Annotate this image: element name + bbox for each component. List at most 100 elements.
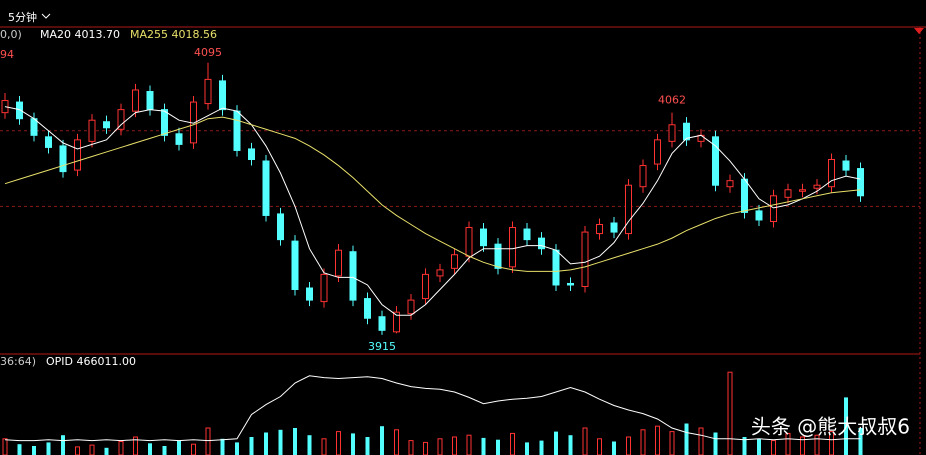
candle-body xyxy=(277,213,284,241)
volume-bar xyxy=(307,435,312,455)
volume-bar xyxy=(800,436,805,455)
candle-body xyxy=(335,249,342,277)
candle-body xyxy=(741,178,748,213)
watermark: 头条 @熊大叔叔6 xyxy=(751,415,910,439)
candle-body xyxy=(378,316,386,331)
high-label: 4062 xyxy=(658,94,686,107)
candle-body xyxy=(306,287,313,301)
candle-body xyxy=(451,254,458,269)
volume-bar xyxy=(321,438,327,455)
edge-label: 94 xyxy=(0,48,14,61)
candle-body xyxy=(88,119,96,142)
lower-header: 36:64) xyxy=(0,355,36,368)
candle-body xyxy=(1,100,9,114)
volume-bar xyxy=(365,437,370,455)
candle-body xyxy=(349,251,357,301)
candle-body xyxy=(494,243,502,269)
candle-body xyxy=(784,189,792,198)
volume-bar xyxy=(640,429,646,455)
volume-bar xyxy=(655,425,660,455)
volume-bar xyxy=(89,444,95,455)
volume-bar xyxy=(437,438,443,455)
volume-bar xyxy=(75,446,80,455)
period[interactable]: 5分钟 xyxy=(8,10,37,24)
candle-body xyxy=(233,110,241,151)
candle-body xyxy=(74,139,81,171)
candle-body xyxy=(117,109,125,130)
volume-bar xyxy=(2,438,8,455)
candle-body xyxy=(30,118,38,136)
candle-body xyxy=(639,165,647,188)
volume-bar xyxy=(698,427,704,455)
candle-body xyxy=(596,224,603,235)
candle-body xyxy=(625,184,632,235)
volume-bar xyxy=(496,439,500,455)
candle-body xyxy=(668,124,676,142)
opid-label: OPID 466011.00 xyxy=(46,355,136,368)
volume-bar xyxy=(46,442,51,455)
candle-body xyxy=(422,273,429,300)
volume-bar xyxy=(597,438,602,455)
volume-bar xyxy=(351,433,355,455)
volume-bar xyxy=(394,429,399,455)
volume-bar xyxy=(249,437,254,455)
candle-body xyxy=(813,184,821,189)
volume-bar xyxy=(220,438,225,455)
ma255-label: MA255 4018.56 xyxy=(130,28,217,41)
volume-bar xyxy=(452,436,457,455)
left-header: 0,0) xyxy=(0,28,22,41)
candle-body xyxy=(538,237,545,250)
candle-body xyxy=(45,136,52,148)
candle-body xyxy=(262,160,270,216)
volume-bar xyxy=(626,436,631,455)
candle-body xyxy=(509,227,516,268)
low-label: 3915 xyxy=(368,340,396,353)
volume-bar xyxy=(205,427,211,455)
volume-bar xyxy=(525,442,529,455)
volume-bar xyxy=(844,397,848,455)
volume-bar xyxy=(32,446,36,455)
ma-line xyxy=(4,116,861,272)
chevron[interactable] xyxy=(41,13,51,19)
volume-bar xyxy=(612,441,616,455)
candle-body xyxy=(465,227,473,257)
volume-bar xyxy=(727,371,733,455)
volume-bar xyxy=(17,444,22,455)
candle-body xyxy=(291,240,299,291)
volume-bar xyxy=(858,428,863,455)
candle-body xyxy=(654,139,661,165)
volume-bar xyxy=(61,435,65,455)
volume-bar xyxy=(568,435,573,455)
ma20-label: MA20 4013.70 xyxy=(40,28,120,41)
volume-bar xyxy=(177,440,181,455)
candle-body xyxy=(320,273,328,303)
candle-body xyxy=(161,109,168,136)
candle-body xyxy=(393,311,400,333)
candle-body xyxy=(248,148,255,161)
volume-bar xyxy=(669,431,675,455)
candle-body xyxy=(436,269,444,277)
candle-body xyxy=(567,282,574,286)
candle-body xyxy=(770,195,777,222)
volume-bar xyxy=(771,440,776,455)
candle-body xyxy=(103,121,110,129)
volume-bar xyxy=(408,440,414,455)
candle-body xyxy=(842,160,850,171)
volume-bar xyxy=(757,438,761,455)
corner-marker xyxy=(914,28,924,34)
candle-body xyxy=(132,89,139,112)
volume-bar xyxy=(582,427,588,455)
volume-bar xyxy=(278,429,283,455)
candle-body xyxy=(581,231,589,287)
candle-body xyxy=(726,180,734,188)
volume-bar xyxy=(118,441,124,455)
opid-line xyxy=(4,375,861,442)
volume-bar xyxy=(742,437,747,455)
volume-bar xyxy=(235,442,239,455)
candle-body xyxy=(219,80,226,111)
candle-body xyxy=(683,122,690,141)
volume-bar xyxy=(191,443,196,455)
candle-body xyxy=(857,168,864,197)
